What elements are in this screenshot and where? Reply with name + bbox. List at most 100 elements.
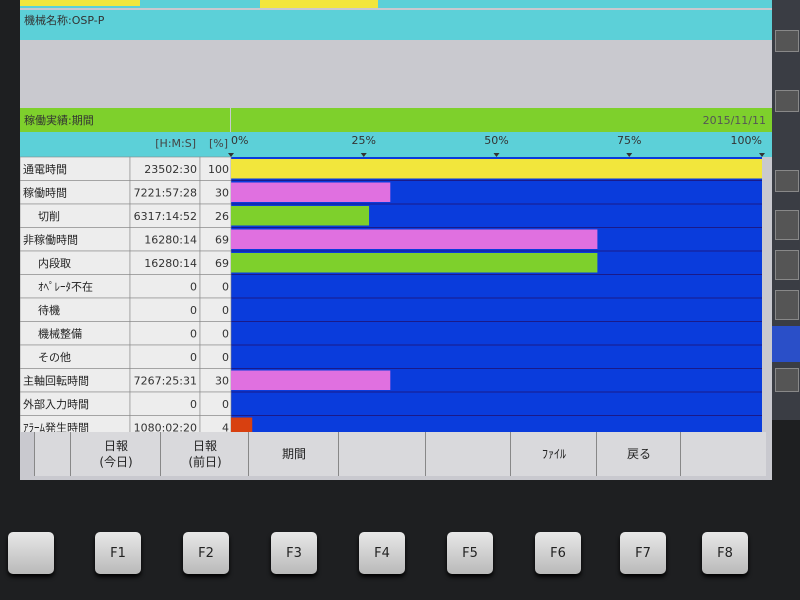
row-percent: 69 (215, 257, 229, 270)
tool-icon[interactable] (775, 250, 799, 280)
row-time: 6317:14:52 (134, 210, 197, 223)
tool-icon[interactable] (775, 30, 799, 52)
row-percent: 0 (222, 398, 229, 411)
row-percent: 30 (215, 375, 229, 388)
row-percent: 0 (222, 304, 229, 317)
softkey-label: 期間 (281, 447, 306, 461)
x-tick-label: 0% (231, 134, 248, 147)
label-cell (20, 250, 131, 275)
tool-icon[interactable] (775, 90, 799, 112)
softkey-label: (今日) (99, 455, 133, 469)
col-header: [H:M:S] (155, 137, 196, 150)
tool-icon[interactable] (775, 210, 799, 240)
page-indicator[interactable] (772, 326, 800, 362)
row-percent: 0 (222, 328, 229, 341)
softkey[interactable]: ﾌｧｲﾙ (510, 432, 597, 476)
bar (231, 206, 370, 226)
row-percent: 100 (208, 163, 229, 176)
softkey-label: 日報 (192, 439, 217, 453)
softkey[interactable]: 期間 (248, 432, 339, 476)
row-percent: 69 (215, 234, 229, 247)
row-time: 0 (190, 281, 197, 294)
tool-icon[interactable] (775, 290, 799, 320)
top-tab (260, 0, 378, 8)
x-tick (493, 153, 500, 157)
softkey-label: ﾌｧｲﾙ (541, 447, 566, 461)
row-label: 待機 (38, 303, 60, 317)
row-time: 7267:25:31 (134, 375, 197, 388)
top-strip (20, 0, 772, 8)
function-key[interactable]: F7 (620, 532, 666, 574)
row-label: 通電時間 (23, 163, 67, 176)
bar (231, 159, 762, 179)
softkey[interactable] (338, 432, 426, 476)
row-time: 0 (190, 398, 197, 411)
machine-name: 機械名称:OSP-P (20, 10, 772, 40)
bar (231, 229, 598, 249)
softkey[interactable] (425, 432, 511, 476)
function-key[interactable]: F8 (702, 532, 748, 574)
row-label: 内段取 (38, 256, 71, 270)
function-key[interactable]: F1 (95, 532, 141, 574)
row-label: 機械整備 (38, 327, 82, 341)
label-cell (20, 297, 131, 322)
function-key[interactable] (8, 532, 54, 574)
panel-title: 稼働実績:期間 (20, 108, 230, 132)
bar (231, 370, 391, 390)
x-tick-label: 75% (617, 134, 641, 147)
row-percent: 30 (215, 187, 229, 200)
col-header: [%] (209, 137, 228, 150)
panel-date: 2015/11/11 (231, 108, 772, 132)
softkey-label: 日報 (103, 439, 128, 453)
x-tick-label: 25% (352, 134, 376, 147)
tool-icon[interactable] (775, 170, 799, 192)
tool-icon[interactable] (775, 368, 799, 392)
row-time: 1080:02:20 (134, 422, 197, 433)
row-time: 0 (190, 328, 197, 341)
label-cell (20, 203, 131, 228)
label-cell (20, 344, 131, 369)
row-label: ｱﾗｰﾑ発生時間 (23, 421, 89, 433)
row-percent: 4 (222, 422, 229, 433)
softkey[interactable]: 日報 (今日) (70, 432, 161, 476)
row-label: 主軸回転時間 (23, 374, 89, 388)
row-time: 0 (190, 304, 197, 317)
row-label: その他 (38, 351, 71, 364)
softkey[interactable] (34, 432, 71, 476)
row-percent: 26 (215, 210, 229, 223)
function-key[interactable]: F6 (535, 532, 581, 574)
function-key[interactable]: F3 (271, 532, 317, 574)
x-tick-label: 100% (731, 134, 762, 147)
row-label: ｵﾍﾟﾚｰﾀ不在 (38, 281, 93, 294)
row-percent: 0 (222, 281, 229, 294)
bar (231, 417, 253, 432)
header-bg (20, 132, 772, 157)
x-tick (759, 153, 765, 157)
softkey[interactable]: 戻る (596, 432, 681, 476)
row-label: 切削 (38, 209, 60, 223)
row-time: 16280:14 (144, 234, 197, 247)
bar (231, 182, 391, 202)
row-time: 7221:57:28 (134, 187, 197, 200)
chart: [H:M:S] [%] 0% 25% 50% 75% 100% 通電時間 23502:30 100… (20, 132, 772, 432)
row-time: 16280:14 (144, 257, 197, 270)
x-tick (626, 153, 633, 157)
x-tick (228, 153, 234, 157)
softkey[interactable]: 日報 (前日) (160, 432, 249, 476)
row-time: 0 (190, 351, 197, 364)
row-label: 非稼働時間 (23, 234, 78, 247)
function-key[interactable]: F4 (359, 532, 405, 574)
screen: 機械名称:OSP-P 稼働実績:期間 2015/11/11 [H:M:S] [%]… (20, 0, 772, 480)
row-time: 23502:30 (144, 163, 197, 176)
softkey-label: 戻る (626, 447, 651, 461)
function-key[interactable]: F5 (447, 532, 493, 574)
bar (231, 253, 598, 273)
x-tick (360, 153, 367, 157)
softkey[interactable] (680, 432, 766, 476)
top-tab (20, 0, 140, 6)
softkey-label: (前日) (188, 455, 222, 469)
row-percent: 0 (222, 351, 229, 364)
function-key[interactable]: F2 (183, 532, 229, 574)
x-tick-label: 50% (484, 134, 508, 147)
